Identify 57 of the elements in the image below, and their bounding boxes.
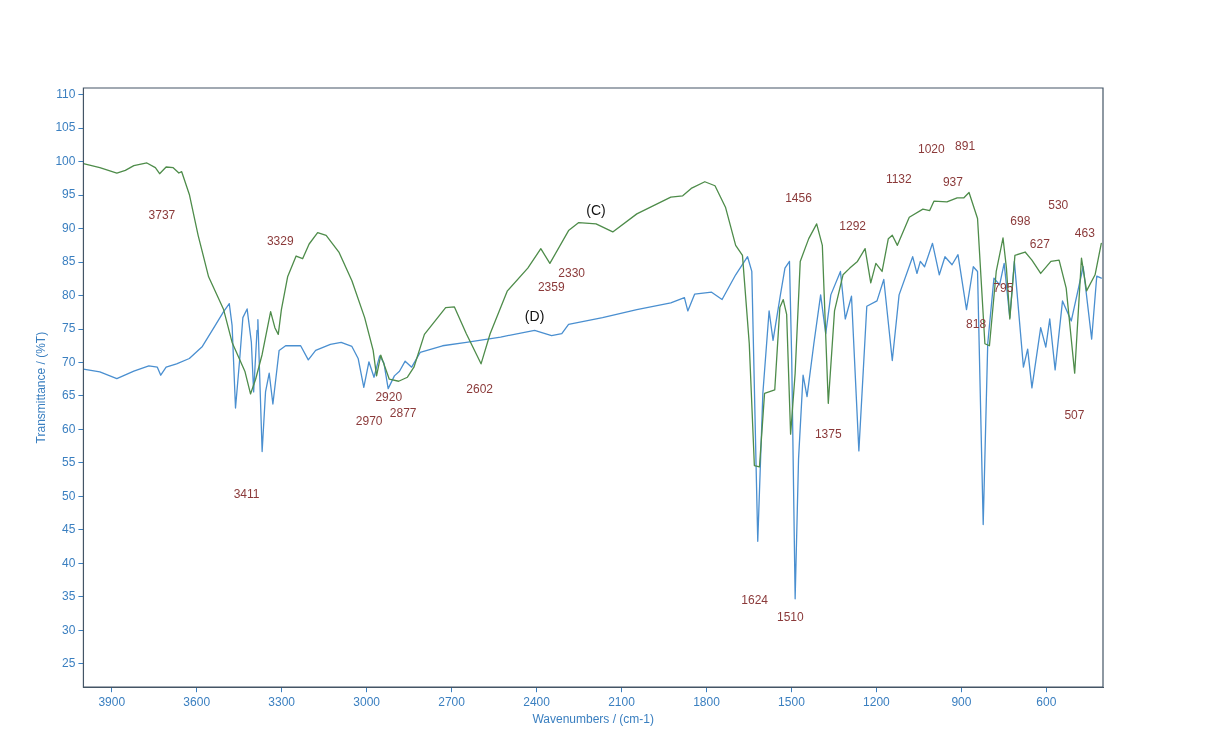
annotation: 2877 [389, 406, 417, 421]
y-tick-label: 25 [62, 656, 76, 671]
annotation: 1456 [785, 190, 813, 205]
annotation: 3411 [233, 487, 260, 502]
y-tick-label: 50 [62, 488, 76, 503]
x-tick-label: 600 [1036, 694, 1057, 709]
y-tick-label: 70 [62, 354, 76, 369]
y-tick-label: 55 [62, 455, 76, 470]
y-tick-label: 45 [62, 522, 76, 537]
y-tick-label: 110 [56, 87, 76, 102]
annotation: 3329 [266, 233, 294, 248]
annotation: 2970 [355, 413, 383, 428]
annotation: 2602 [466, 381, 494, 396]
y-tick-label: 75 [62, 321, 76, 336]
x-tick-label: 1500 [778, 694, 806, 709]
series-label: (D) [524, 308, 545, 325]
y-axis-title: Transmittance / (%T) [33, 331, 48, 444]
y-tick-label: 100 [55, 153, 76, 168]
y-tick-label: 95 [62, 187, 76, 202]
annotation: 1510 [776, 609, 804, 624]
y-tick-label: 40 [62, 555, 76, 570]
annotation: 3737 [148, 207, 176, 222]
annotation: 627 [1029, 236, 1051, 251]
y-tick-label: 90 [62, 220, 76, 235]
x-tick-label: 1200 [863, 694, 891, 709]
annotation: 2920 [375, 389, 403, 404]
y-tick-label: 85 [62, 254, 76, 269]
y-tick-label: 80 [62, 287, 76, 302]
annotation: 507 [1064, 408, 1085, 423]
x-axis-title: Wavenumbers / (cm-1) [532, 712, 654, 727]
annotation: 891 [955, 139, 976, 154]
annotation: 1292 [839, 218, 867, 233]
annotation: 2359 [537, 280, 565, 295]
x-tick-label: 3600 [183, 694, 211, 709]
annotation: 1020 [918, 141, 946, 156]
y-tick-label: 65 [62, 388, 76, 403]
annotation: 530 [1048, 198, 1069, 213]
x-tick-label: 2700 [438, 694, 466, 709]
x-tick-label: 3300 [268, 694, 296, 709]
annotation: 1132 [885, 172, 913, 187]
annotation: 937 [942, 175, 964, 190]
x-tick-label: 900 [951, 694, 972, 709]
annotation: 2330 [558, 265, 586, 280]
annotation: 1624 [741, 593, 769, 608]
series-label: (C) [586, 201, 606, 218]
x-tick-label: 3900 [98, 694, 126, 709]
y-tick-label: 35 [62, 589, 76, 604]
annotation: 698 [1010, 214, 1031, 229]
y-tick-label: 60 [62, 421, 76, 436]
annotation: 1375 [814, 427, 842, 442]
y-tick-label: 105 [55, 120, 76, 135]
y-tick-label: 30 [62, 622, 76, 637]
x-tick-label: 1800 [693, 694, 721, 709]
x-tick-label: 2400 [523, 694, 551, 709]
x-tick-label: 2100 [608, 694, 636, 709]
annotation: 463 [1074, 226, 1096, 241]
x-tick-label: 3000 [353, 694, 381, 709]
